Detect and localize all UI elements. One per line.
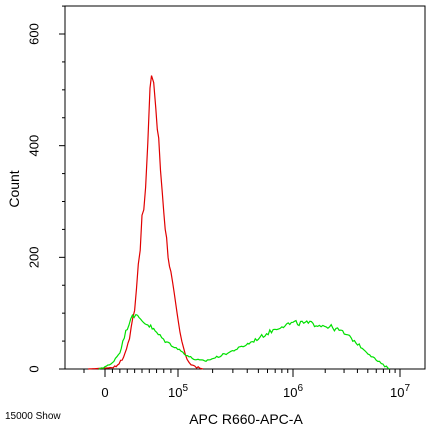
x-axis-title: APC R660-APC-A — [189, 411, 303, 427]
x-tick-label: 0 — [101, 385, 108, 400]
y-tick-label: 400 — [27, 135, 42, 157]
y-axis-title: Count — [6, 170, 22, 207]
plot-frame — [64, 5, 426, 370]
x-tick-label: 106 — [283, 383, 303, 400]
x-tick-label: 105 — [168, 383, 188, 400]
y-tick-label: 600 — [27, 23, 42, 45]
x-tick-label: 107 — [390, 383, 410, 400]
x-axis: 0 105 106 107 — [65, 368, 425, 400]
y-axis: 0 200 400 600 — [27, 5, 66, 373]
footer-label: 15000 Show — [5, 411, 61, 422]
y-tick-label: 200 — [27, 246, 42, 268]
y-tick-label: 0 — [27, 365, 42, 372]
series-line-1 — [88, 75, 204, 370]
series-layer — [88, 75, 390, 370]
series-line-2 — [98, 313, 390, 370]
